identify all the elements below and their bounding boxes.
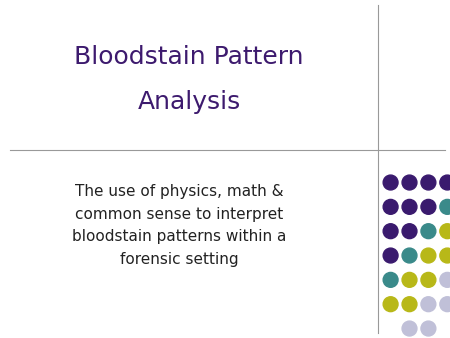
Circle shape — [383, 199, 398, 214]
Circle shape — [383, 224, 398, 239]
Circle shape — [402, 272, 417, 287]
Circle shape — [440, 248, 450, 263]
Circle shape — [383, 248, 398, 263]
Text: The use of physics, math &
common sense to interpret
bloodstain patterns within : The use of physics, math & common sense … — [72, 184, 286, 267]
Circle shape — [421, 224, 436, 239]
Circle shape — [440, 297, 450, 312]
Circle shape — [421, 175, 436, 190]
Circle shape — [421, 199, 436, 214]
Circle shape — [402, 224, 417, 239]
Circle shape — [440, 224, 450, 239]
Text: Analysis: Analysis — [137, 90, 241, 114]
Circle shape — [421, 248, 436, 263]
Circle shape — [421, 272, 436, 287]
Circle shape — [383, 272, 398, 287]
Circle shape — [440, 272, 450, 287]
Circle shape — [402, 199, 417, 214]
Circle shape — [402, 297, 417, 312]
Circle shape — [383, 297, 398, 312]
Circle shape — [421, 297, 436, 312]
Circle shape — [440, 175, 450, 190]
Circle shape — [421, 321, 436, 336]
Circle shape — [383, 175, 398, 190]
Circle shape — [402, 321, 417, 336]
Text: Bloodstain Pattern: Bloodstain Pattern — [74, 45, 304, 69]
Circle shape — [402, 248, 417, 263]
Circle shape — [440, 199, 450, 214]
Circle shape — [402, 175, 417, 190]
